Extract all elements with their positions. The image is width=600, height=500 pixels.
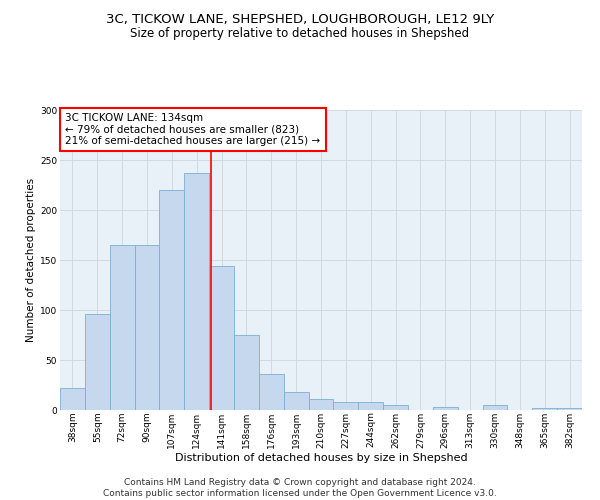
Bar	[532, 408, 557, 410]
Y-axis label: Number of detached properties: Number of detached properties	[26, 178, 36, 342]
Bar	[85, 314, 110, 410]
Bar	[557, 408, 582, 410]
Bar	[209, 266, 234, 410]
Bar	[60, 388, 85, 410]
Bar	[383, 405, 408, 410]
Bar	[234, 335, 259, 410]
Bar	[334, 402, 358, 410]
Text: Contains HM Land Registry data © Crown copyright and database right 2024.
Contai: Contains HM Land Registry data © Crown c…	[103, 478, 497, 498]
Bar	[433, 407, 458, 410]
Text: 3C, TICKOW LANE, SHEPSHED, LOUGHBOROUGH, LE12 9LY: 3C, TICKOW LANE, SHEPSHED, LOUGHBOROUGH,…	[106, 12, 494, 26]
Text: Size of property relative to detached houses in Shepshed: Size of property relative to detached ho…	[130, 28, 470, 40]
Text: 3C TICKOW LANE: 134sqm
← 79% of detached houses are smaller (823)
21% of semi-de: 3C TICKOW LANE: 134sqm ← 79% of detached…	[65, 113, 320, 146]
Bar	[284, 392, 308, 410]
Bar	[358, 402, 383, 410]
Bar	[184, 173, 209, 410]
X-axis label: Distribution of detached houses by size in Shepshed: Distribution of detached houses by size …	[175, 454, 467, 464]
Bar	[482, 405, 508, 410]
Bar	[110, 245, 134, 410]
Bar	[160, 190, 184, 410]
Bar	[308, 399, 334, 410]
Bar	[259, 374, 284, 410]
Bar	[134, 245, 160, 410]
